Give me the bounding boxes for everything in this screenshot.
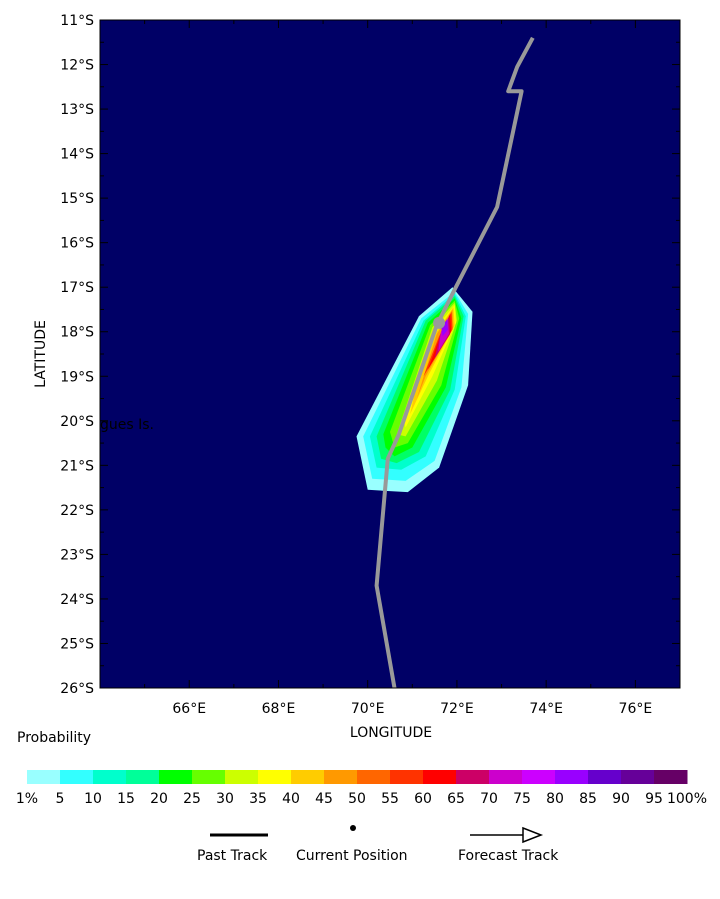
colorbar-swatch [357, 770, 391, 784]
lat-tick-label: 26°S [60, 681, 94, 697]
current-position-marker [433, 316, 446, 329]
past-track-label: Past Track [197, 848, 268, 864]
forecast-track-layer [374, 36, 535, 688]
lon-tick-label: 72°E [440, 701, 474, 717]
lon-tick-label: 76°E [619, 701, 653, 717]
lat-tick-label: 23°S [60, 547, 94, 563]
colorbar-label: 1% [16, 791, 38, 807]
forecast-track-symbol [470, 826, 544, 844]
colorbar-label: 50 [348, 791, 366, 807]
lat-tick-label: 15°S [60, 191, 94, 207]
lat-tick-label: 19°S [60, 369, 94, 385]
colorbar-label: 5 [56, 791, 65, 807]
lat-tick-label: 17°S [60, 280, 94, 296]
colorbar-label: 15 [117, 791, 135, 807]
current-position-symbol [350, 825, 356, 831]
forecast-track-line [374, 36, 535, 688]
lon-tick-label: 68°E [262, 701, 296, 717]
colorbar-label: 20 [150, 791, 168, 807]
lat-tick-label: 13°S [60, 102, 94, 118]
lat-tick-label: 22°S [60, 503, 94, 519]
lat-tick-label: 25°S [60, 636, 94, 652]
colorbar-label: 60 [414, 791, 432, 807]
colorbar-swatch [258, 770, 292, 784]
colorbar-label: 95 [645, 791, 663, 807]
colorbar-swatch [456, 770, 490, 784]
lon-tick-label: 74°E [529, 701, 563, 717]
colorbar-swatch [654, 770, 688, 784]
latitude-axis: 11°S 12°S 13°S 14°S 15°S 16°S 17°S 18°S 19°S 20°S… [60, 13, 680, 697]
colorbar-swatch [126, 770, 160, 784]
legend-title: Probability [17, 730, 92, 746]
colorbar-label: 55 [381, 791, 399, 807]
map-background [100, 20, 680, 688]
colorbar-swatch [489, 770, 523, 784]
colorbar-swatch [225, 770, 259, 784]
colorbar-swatch [324, 770, 358, 784]
colorbar-label: 40 [282, 791, 300, 807]
forecast-track-label: Forecast Track [458, 848, 559, 864]
colorbar-swatch [621, 770, 655, 784]
colorbar-swatch [192, 770, 226, 784]
colorbar-label: 100% [667, 791, 707, 807]
lat-tick-label: 14°S [60, 147, 94, 163]
x-axis-label: LONGITUDE [350, 725, 432, 741]
colorbar-label: 65 [447, 791, 465, 807]
colorbar-label: 80 [546, 791, 564, 807]
lat-tick-label: 16°S [60, 236, 94, 252]
colorbar-swatch [423, 770, 457, 784]
colorbar-swatch [159, 770, 193, 784]
place-label: gues Is. [100, 417, 154, 433]
colorbar-label: 30 [216, 791, 234, 807]
lat-tick-label: 20°S [60, 414, 94, 430]
colorbar-label: 85 [579, 791, 597, 807]
lon-tick-label: 66°E [172, 701, 206, 717]
colorbar-label: 25 [183, 791, 201, 807]
colorbar-swatch [27, 770, 61, 784]
colorbar-label: 35 [249, 791, 267, 807]
colorbar-swatch [588, 770, 622, 784]
lon-tick-label: 70°E [351, 701, 385, 717]
colorbar-swatch [555, 770, 589, 784]
swath-contour-80 [441, 319, 448, 337]
lat-tick-label: 24°S [60, 592, 94, 608]
colorbar-swatch [291, 770, 325, 784]
colorbar-label: 70 [480, 791, 498, 807]
colorbar-label: 10 [84, 791, 102, 807]
colorbar-label: 75 [513, 791, 531, 807]
colorbar-label: 90 [612, 791, 630, 807]
longitude-axis: 66°E 68°E 70°E 72°E 74°E 76°E [99, 20, 681, 717]
lat-tick-label: 21°S [60, 458, 94, 474]
lat-tick-label: 12°S [60, 58, 94, 74]
lat-tick-label: 18°S [60, 325, 94, 341]
probability-colorbar: 1% 5 10 15 20 25 30 35 40 45 50 55 60 65 70 75 80 85 90 95 1… [16, 770, 707, 807]
y-axis-label: LATITUDE [33, 320, 49, 388]
colorbar-swatch [522, 770, 556, 784]
colorbar-swatch [93, 770, 127, 784]
colorbar-label: 45 [315, 791, 333, 807]
lat-tick-label: 11°S [60, 13, 94, 29]
current-position-label: Current Position [296, 848, 408, 864]
colorbar-swatch [60, 770, 94, 784]
colorbar-swatch [390, 770, 424, 784]
